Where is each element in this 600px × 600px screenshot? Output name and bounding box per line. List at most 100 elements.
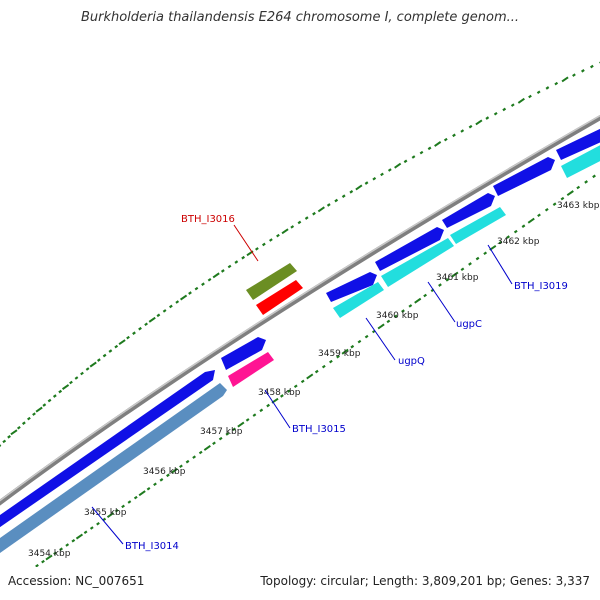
tick-mark [192,455,196,459]
tick-mark [198,450,203,455]
inner-tick-ring [30,174,596,571]
tick-mark [468,262,472,266]
tick-mark [83,530,88,535]
tick-mark [387,168,392,172]
tick-mark [220,269,225,273]
cds-forward-bth-i3015[interactable] [221,337,266,370]
tick-mark [133,495,138,500]
gene-label-bth-i3016[interactable]: BTH_I3016 [181,214,235,225]
tick-mark [138,490,146,497]
tick-mark [552,202,557,206]
tick-mark [485,116,490,120]
tick-mark [350,344,355,349]
tick-mark [144,322,148,327]
gene-label-bth-i3015[interactable]: BTH_I3015 [292,424,346,435]
tick-mark [527,217,535,224]
tick-label-3460: 3460 kbp [376,311,419,321]
tick-mark [528,94,532,99]
cds-forward-ugpq[interactable] [326,272,377,302]
cds-reverse-ugpq[interactable] [333,282,384,318]
tick-mark [102,353,107,358]
tick-mark [372,176,377,181]
tick-mark [245,418,250,422]
tick-label-3454: 3454 kbp [28,549,71,559]
gene-label-ugpq[interactable]: ugpQ [398,356,425,367]
tick-label-3455: 3455 kbp [84,508,127,518]
tick-mark [445,278,450,282]
tick-mark [225,432,230,436]
tick-mark [74,376,79,380]
tick-mark [544,207,549,212]
tick-mark [114,344,119,349]
tick-mark [336,354,340,359]
tick-mark [475,256,480,261]
cds-forward-b2[interactable] [493,157,555,196]
tick-label-3463: 3463 kbp [557,201,600,211]
tick-mark [452,133,456,138]
forward-cds-track [0,124,600,534]
tick-mark [414,297,422,304]
tick-mark [419,150,424,155]
tick-mark [203,444,211,451]
cds-reverse-c2[interactable] [561,140,600,178]
tick-mark [218,436,223,441]
cds-forward-bth-i3014[interactable] [0,370,215,534]
tick-mark [126,335,130,340]
tick-mark [460,129,465,133]
gene-label-bth-i3014[interactable]: BTH_I3014 [125,541,179,552]
tick-label-3461: 3461 kbp [436,273,479,283]
gene-label-leaders [91,224,513,545]
tick-mark [537,213,541,218]
tick-mark [255,247,259,251]
tick-mark [468,124,473,129]
tick-mark [261,242,266,247]
tick-mark [349,190,354,194]
tick-label-3459: 3459 kbp [318,349,361,359]
tick-mark [10,429,18,436]
tick-mark [377,323,385,330]
tick-mark [386,319,391,324]
tick-mark [513,229,518,234]
tick-mark [355,184,363,191]
cds-reverse-bth-i3019[interactable] [450,207,506,244]
tick-mark [127,500,132,504]
cds-forward-b1[interactable] [442,193,495,228]
gene-bth-i3016-a[interactable] [246,263,297,300]
tick-mark [252,413,257,417]
tick-label-3456: 3456 kbp [143,467,186,477]
cds-forward-b3[interactable] [556,124,600,160]
tick-mark [475,119,483,126]
gene-label-bth-i3019[interactable]: BTH_I3019 [514,281,568,292]
tick-mark [403,159,408,164]
gene-label-ugpc[interactable]: ugpC [456,319,482,330]
tick-mark [393,314,398,318]
tick-mark [237,421,245,428]
tick-mark [45,554,53,561]
tick-mark [69,380,73,385]
tick-mark [96,521,100,526]
tick-mark [162,309,167,313]
gene-bth-i3016-b[interactable] [256,280,303,315]
cds-forward-ugpc[interactable] [375,227,444,271]
cds-reverse-ugpc[interactable] [381,238,454,287]
tick-mark [423,293,427,298]
cds-reverse-bth-i3014[interactable] [0,383,227,560]
tick-mark [35,563,39,567]
tick-mark [159,478,164,482]
tick-mark [148,316,156,323]
tick-mark [212,441,216,446]
tick-mark [364,334,369,339]
tick-mark [584,180,588,184]
tick-mark [290,225,295,229]
tick-mark [175,300,180,304]
tick-mark [498,240,503,245]
cds-reverse-bth-i3015[interactable] [228,352,274,387]
tick-mark [146,486,151,491]
tick-mark [30,569,32,571]
tick-mark [341,194,346,198]
tick-mark [27,416,31,421]
tick-mark [561,76,569,83]
tick-mark [194,286,199,291]
tick-mark [180,294,188,301]
tick-mark [47,398,52,403]
